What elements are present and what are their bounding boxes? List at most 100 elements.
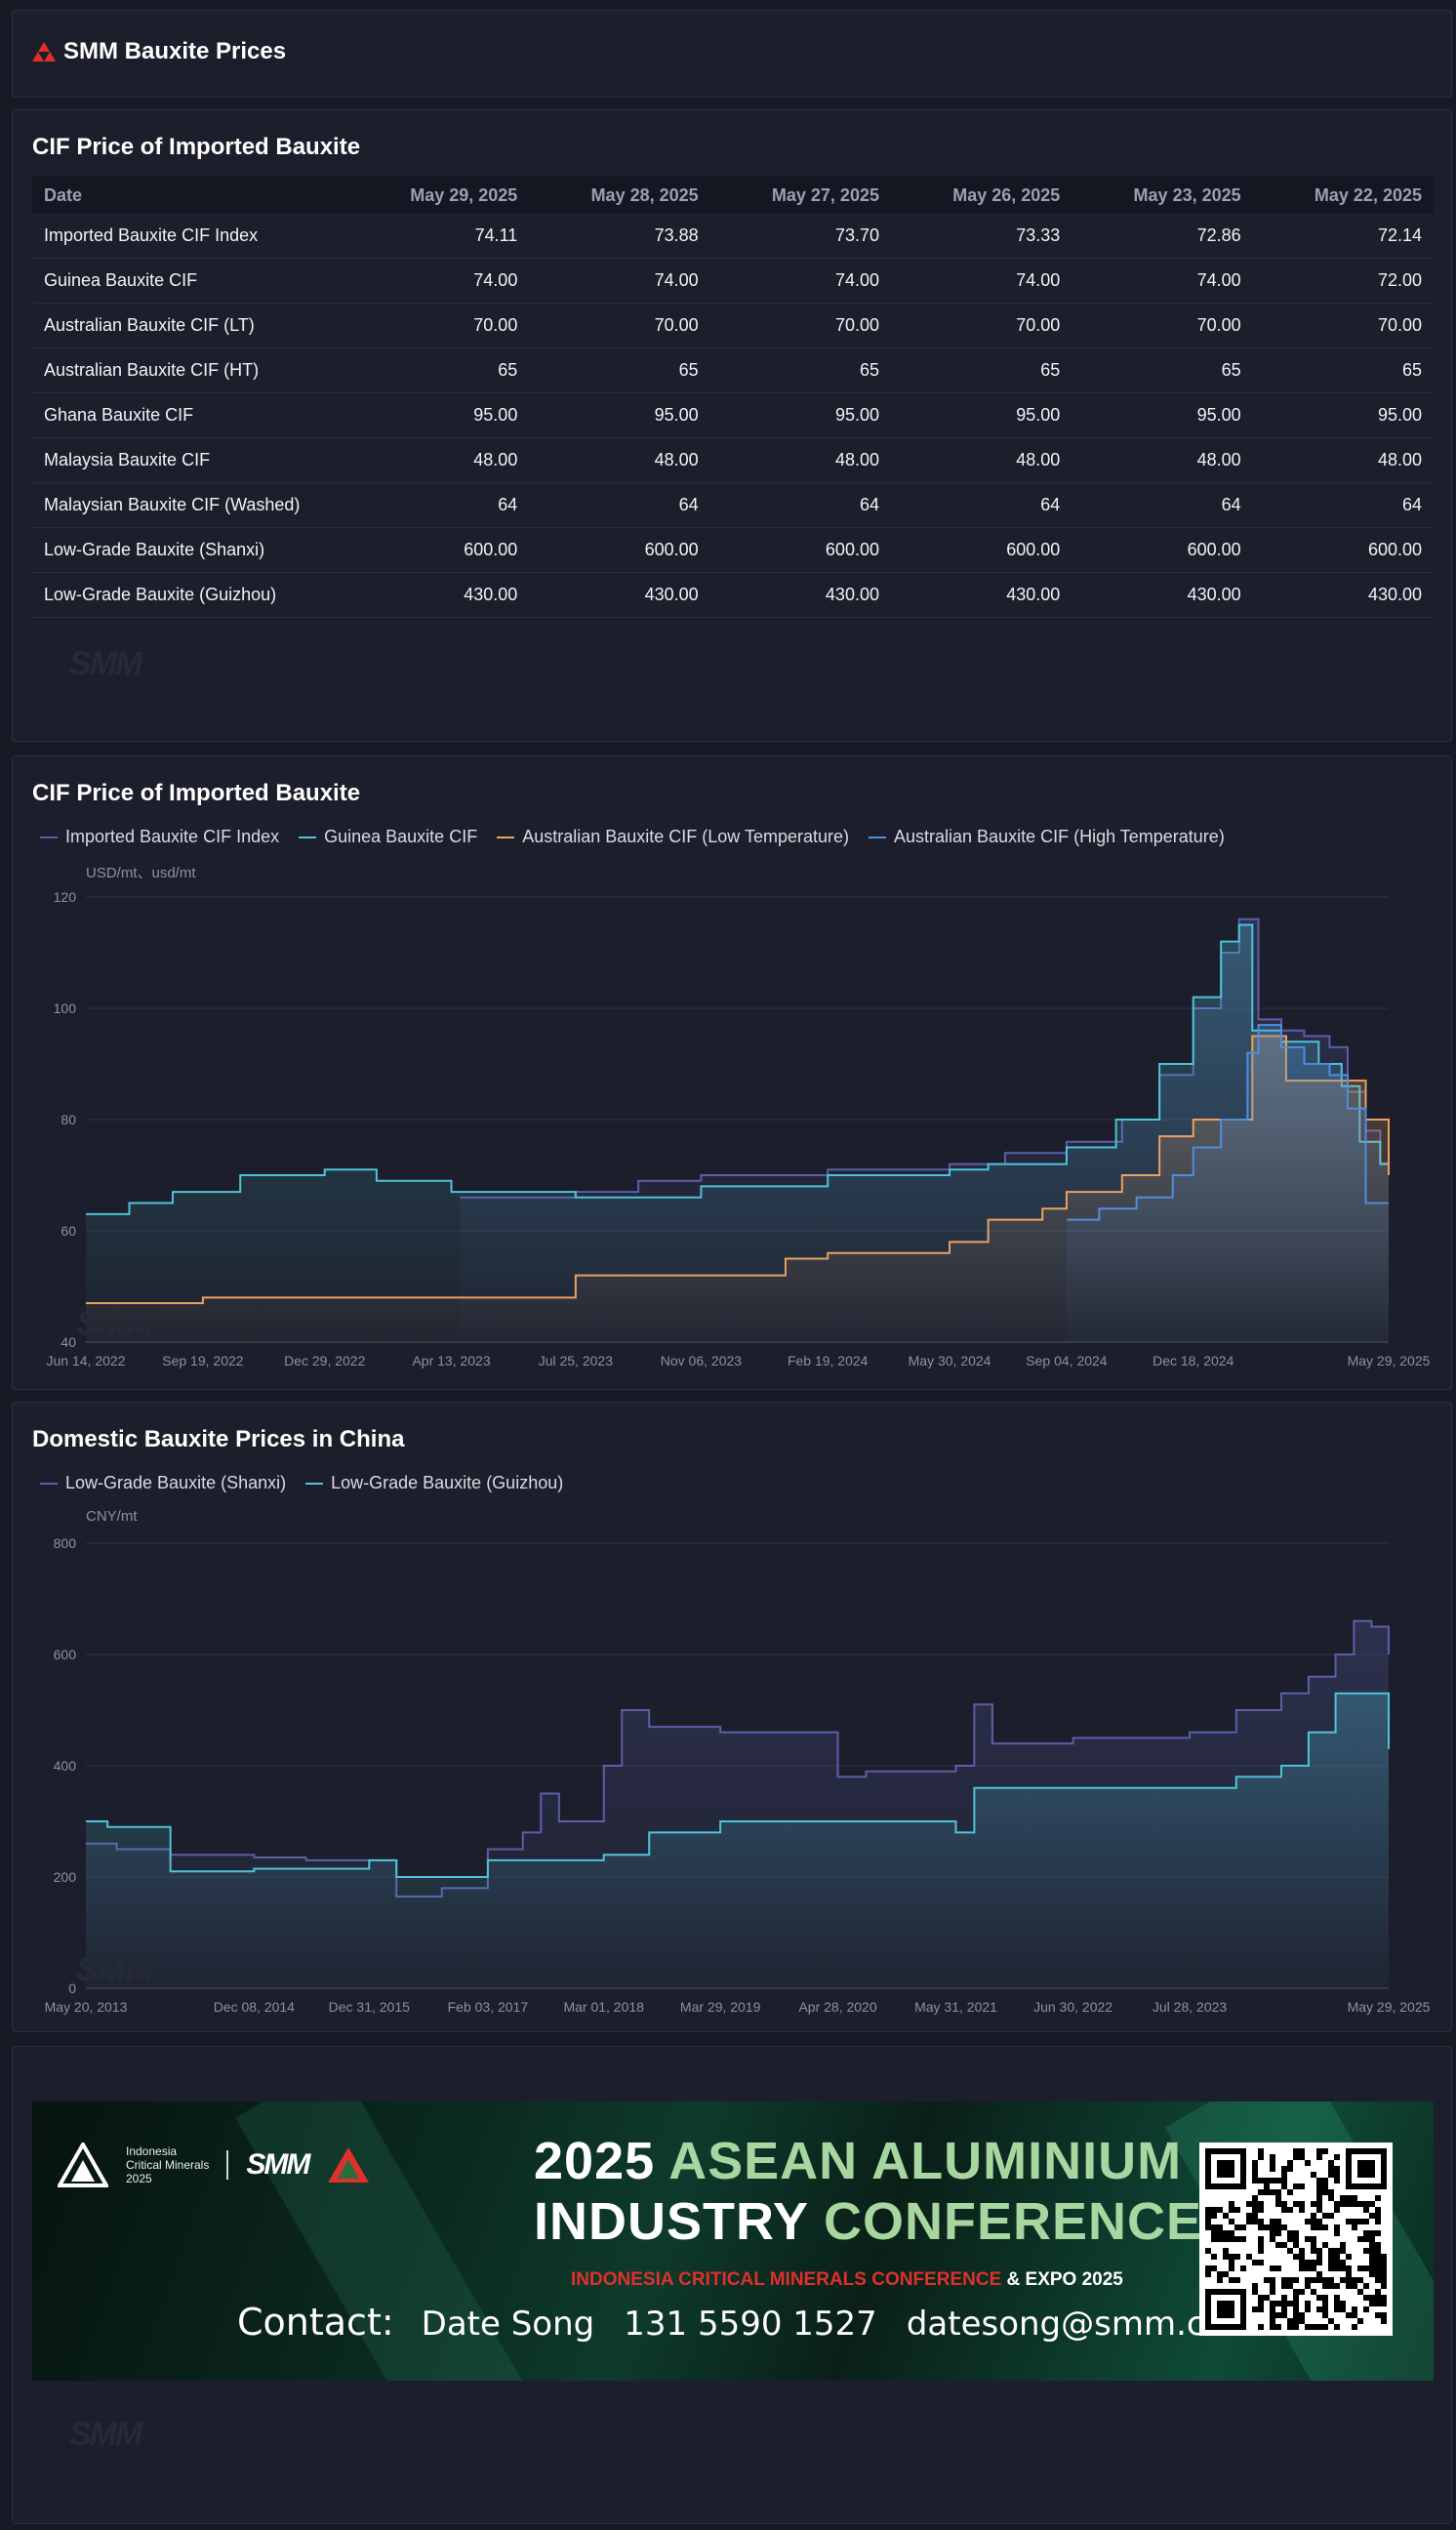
legend-item[interactable]: Low-Grade Bauxite (Shanxi) (40, 1473, 286, 1493)
row-label: Ghana Bauxite CIF (32, 392, 348, 438)
qr-module (1346, 2201, 1352, 2207)
qr-module (1322, 2178, 1328, 2183)
qr-module (1316, 2295, 1322, 2301)
qr-module (1299, 2201, 1305, 2207)
qr-module (1381, 2283, 1387, 2289)
table-cell: 65 (529, 347, 710, 393)
qr-module (1275, 2230, 1281, 2236)
table-cell: 600.00 (1072, 527, 1253, 573)
qr-module (1363, 2248, 1369, 2254)
conference-banner[interactable]: Indonesia Critical Minerals 2025 SMM 202… (32, 2102, 1434, 2381)
qr-module (1305, 2277, 1311, 2283)
qr-module (1311, 2242, 1316, 2248)
qr-module (1334, 2295, 1340, 2301)
qr-module (1293, 2148, 1299, 2154)
qr-module (1229, 2207, 1234, 2213)
qr-module (1287, 2324, 1293, 2330)
qr-module (1316, 2324, 1322, 2330)
qr-module (1205, 2219, 1211, 2224)
qr-module (1252, 2195, 1258, 2201)
table-row: Imported Bauxite CIF Index 74.11 73.88 73.7… (32, 214, 1434, 259)
qr-module (1328, 2265, 1334, 2271)
logo-line1: Indonesia (126, 2144, 178, 2158)
x-tick-label: Dec 18, 2024 (1153, 1353, 1234, 1368)
legend-item[interactable]: Australian Bauxite CIF (High Temperature… (869, 827, 1225, 847)
qr-module (1264, 2224, 1270, 2230)
smm-banner-logo: SMM (246, 2148, 310, 2181)
qr-module (1316, 2154, 1322, 2160)
legend-label: Low-Grade Bauxite (Guizhou) (331, 1473, 564, 1492)
table-cell: 48.00 (1252, 437, 1434, 483)
qr-module (1252, 2172, 1258, 2178)
qr-module (1340, 2277, 1346, 2283)
logo-line2: Critical Minerals (126, 2158, 210, 2172)
qr-module (1281, 2172, 1287, 2178)
qr-module (1217, 2277, 1223, 2283)
table-cell: 95.00 (348, 392, 530, 438)
qr-module (1316, 2219, 1322, 2224)
qr-module (1293, 2236, 1299, 2242)
legend-swatch (299, 836, 317, 838)
qr-module (1270, 2219, 1275, 2224)
x-tick-label: Dec 08, 2014 (214, 1999, 295, 2015)
qr-module (1334, 2207, 1340, 2213)
chart2-title: Domestic Bauxite Prices in China (32, 1426, 405, 1452)
qr-module (1287, 2248, 1293, 2254)
qr-module (1287, 2236, 1293, 2242)
qr-module (1340, 2306, 1346, 2312)
qr-module (1270, 2154, 1275, 2160)
table-cell: 95.00 (529, 392, 710, 438)
qr-module (1322, 2148, 1328, 2154)
qr-module (1328, 2277, 1334, 2283)
qr-module (1363, 2295, 1369, 2301)
qr-module (1311, 2236, 1316, 2242)
x-tick-label: Apr 28, 2020 (798, 1999, 876, 2015)
table-cell: 74.00 (348, 258, 530, 304)
qr-module (1334, 2265, 1340, 2271)
qr-module (1369, 2236, 1375, 2242)
qr-module (1252, 2178, 1258, 2183)
qr-module (1316, 2148, 1322, 2154)
qr-module (1352, 2324, 1357, 2330)
qr-module (1287, 2160, 1293, 2166)
qr-module (1363, 2283, 1369, 2289)
qr-module (1375, 2242, 1381, 2248)
qr-module (1357, 2219, 1363, 2224)
qr-module (1275, 2324, 1281, 2330)
qr-module (1270, 2265, 1275, 2271)
legend-item[interactable]: Guinea Bauxite CIF (299, 827, 477, 847)
qr-module (1381, 2301, 1387, 2306)
qr-module (1311, 2265, 1316, 2271)
contact-email: datesong@smm.cn (906, 2305, 1227, 2344)
chart1-unit-label: USD/mt、usd/mt (86, 865, 196, 881)
qr-module (1363, 2201, 1369, 2207)
qr-module (1322, 2189, 1328, 2195)
column-header: May 22, 2025 (1252, 177, 1434, 214)
legend-item[interactable]: Australian Bauxite CIF (Low Temperature) (497, 827, 849, 847)
qr-module (1316, 2277, 1322, 2283)
y-tick-label: 600 (54, 1647, 77, 1662)
banner-title-green2: CONFERENCE (824, 2192, 1203, 2251)
qr-module (1275, 2301, 1281, 2306)
table-cell: 64 (709, 482, 891, 528)
qr-module (1217, 2271, 1223, 2277)
row-label: Guinea Bauxite CIF (32, 258, 348, 304)
qr-module (1270, 2230, 1275, 2236)
qr-module (1305, 2219, 1311, 2224)
table-cell: 48.00 (890, 437, 1072, 483)
x-tick-label: Jul 28, 2023 (1153, 1999, 1227, 2015)
watermark: SMM (76, 1305, 154, 1342)
table-cell: 65 (709, 347, 891, 393)
qr-module (1229, 2230, 1234, 2236)
qr-module (1316, 2189, 1322, 2195)
qr-module (1305, 2260, 1311, 2265)
qr-module (1340, 2301, 1346, 2306)
qr-module (1375, 2230, 1381, 2236)
legend-item[interactable]: Imported Bauxite CIF Index (40, 827, 279, 847)
table-cell: 95.00 (890, 392, 1072, 438)
qr-module (1229, 2236, 1234, 2242)
qr-code-icon[interactable] (1199, 2142, 1393, 2336)
watermark: SMM (69, 645, 142, 682)
qr-module (1352, 2306, 1357, 2312)
legend-item[interactable]: Low-Grade Bauxite (Guizhou) (305, 1473, 563, 1493)
